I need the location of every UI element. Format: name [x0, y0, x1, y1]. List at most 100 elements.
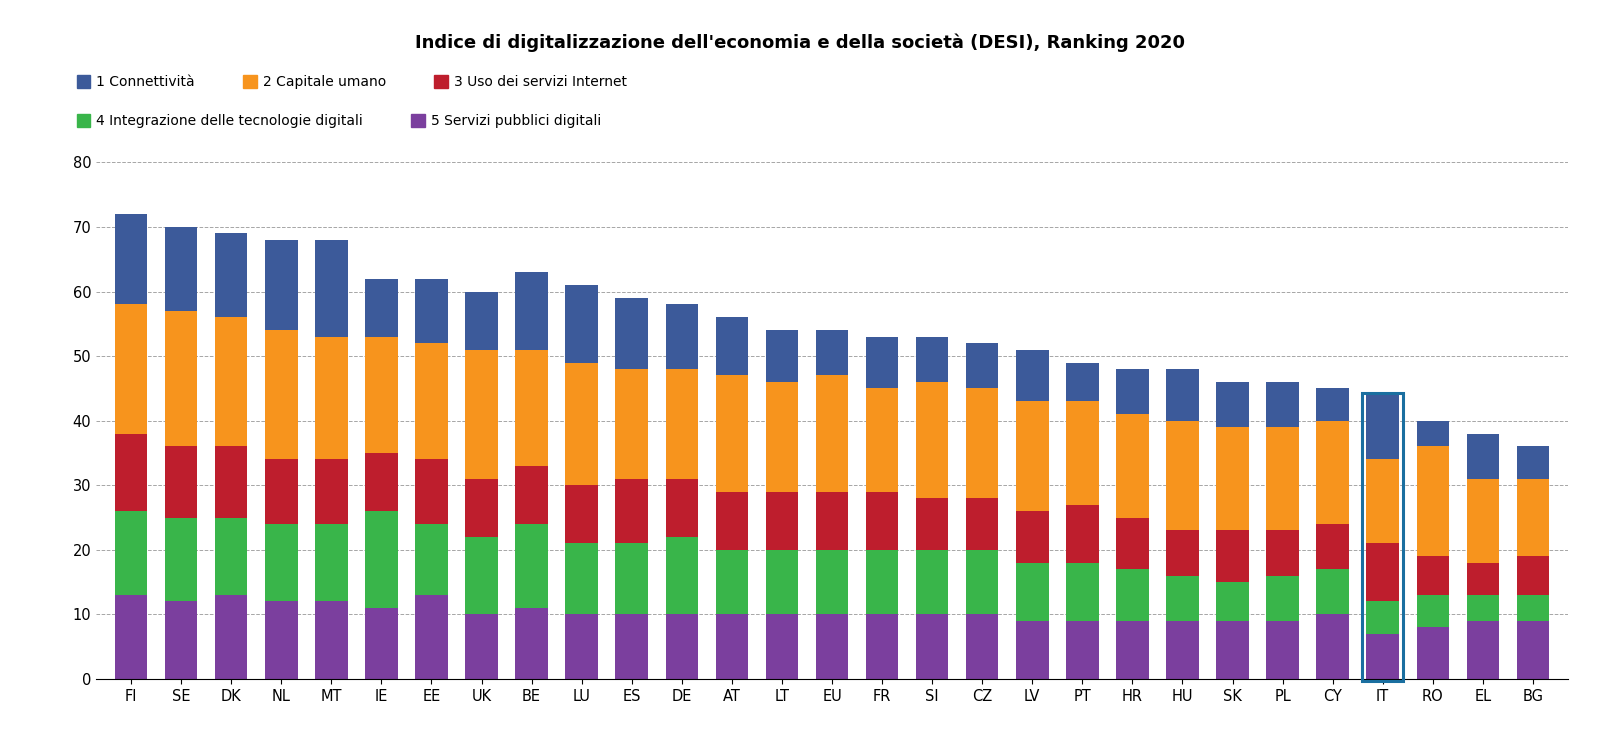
Bar	[1266, 427, 1299, 531]
Bar	[115, 511, 147, 595]
Bar	[515, 608, 547, 679]
Bar	[966, 388, 998, 498]
Bar	[715, 492, 749, 550]
Bar	[1016, 563, 1048, 621]
Bar	[915, 614, 949, 679]
Bar	[866, 550, 898, 614]
Bar	[966, 614, 998, 679]
Bar	[266, 240, 298, 331]
Bar	[414, 343, 448, 459]
Bar	[266, 331, 298, 459]
Bar	[666, 304, 698, 369]
Bar	[315, 459, 347, 524]
Bar	[616, 543, 648, 614]
Bar	[365, 608, 398, 679]
Bar	[766, 614, 798, 679]
Bar	[766, 492, 798, 550]
Bar	[1166, 531, 1198, 576]
Bar	[1066, 505, 1099, 563]
Bar	[766, 382, 798, 492]
Bar	[816, 492, 848, 550]
Bar	[165, 601, 197, 679]
Bar	[1117, 414, 1149, 517]
Bar	[1266, 531, 1299, 576]
Bar	[666, 537, 698, 614]
Bar	[515, 272, 547, 350]
Bar	[1216, 531, 1250, 582]
Bar	[315, 337, 347, 459]
Bar	[816, 550, 848, 614]
Bar	[1266, 621, 1299, 679]
Bar	[165, 227, 197, 311]
Bar	[565, 362, 598, 486]
Bar	[315, 524, 347, 601]
Bar	[866, 492, 898, 550]
Bar	[466, 479, 498, 537]
Bar	[1416, 446, 1450, 556]
Bar	[365, 511, 398, 608]
Bar	[1317, 614, 1349, 679]
Legend: 4 Integrazione delle tecnologie digitali, 5 Servizi pubblici digitali: 4 Integrazione delle tecnologie digitali…	[70, 108, 606, 134]
Bar	[1216, 621, 1250, 679]
Bar	[1366, 601, 1398, 634]
Bar	[1416, 556, 1450, 595]
Legend: 1 Connettività, 2 Capitale umano, 3 Uso dei servizi Internet: 1 Connettività, 2 Capitale umano, 3 Uso …	[70, 69, 632, 94]
Bar	[1166, 421, 1198, 531]
Bar	[165, 517, 197, 601]
Bar	[315, 240, 347, 337]
Bar	[1416, 627, 1450, 679]
Bar	[816, 614, 848, 679]
Bar	[565, 285, 598, 362]
Bar	[1366, 634, 1398, 679]
Bar	[1117, 621, 1149, 679]
Bar	[766, 550, 798, 614]
Bar	[1117, 517, 1149, 569]
Bar	[816, 376, 848, 492]
Bar	[1266, 576, 1299, 621]
Bar	[214, 233, 248, 317]
Bar	[466, 537, 498, 614]
Bar	[715, 317, 749, 376]
Bar	[1467, 621, 1499, 679]
Bar	[915, 337, 949, 382]
Bar	[1317, 569, 1349, 614]
Bar	[214, 446, 248, 517]
Bar	[414, 595, 448, 679]
Bar	[565, 614, 598, 679]
Bar	[915, 498, 949, 550]
Bar	[1517, 621, 1549, 679]
Bar	[1066, 401, 1099, 505]
Bar	[1467, 595, 1499, 621]
Bar	[466, 350, 498, 479]
Bar	[1467, 563, 1499, 595]
Bar	[666, 614, 698, 679]
Bar	[414, 279, 448, 343]
Bar	[866, 388, 898, 492]
Bar	[1416, 595, 1450, 627]
Bar	[1366, 543, 1398, 601]
Bar	[816, 331, 848, 376]
Bar	[915, 382, 949, 498]
Bar	[616, 479, 648, 543]
Bar	[1467, 479, 1499, 563]
Bar	[1117, 369, 1149, 414]
Bar	[1467, 434, 1499, 479]
Bar	[414, 524, 448, 595]
Bar	[715, 614, 749, 679]
Bar	[1016, 511, 1048, 563]
Bar	[1166, 576, 1198, 621]
Bar	[666, 369, 698, 479]
Bar	[1317, 421, 1349, 524]
Bar	[1117, 569, 1149, 621]
Bar	[1266, 382, 1299, 427]
Bar	[1216, 382, 1250, 427]
Bar	[1216, 582, 1250, 621]
Bar	[1416, 421, 1450, 446]
Bar	[1366, 395, 1398, 459]
Bar	[1517, 479, 1549, 556]
Bar	[1216, 427, 1250, 531]
Bar	[214, 517, 248, 595]
Bar	[915, 550, 949, 614]
Bar	[515, 350, 547, 466]
Bar	[616, 614, 648, 679]
